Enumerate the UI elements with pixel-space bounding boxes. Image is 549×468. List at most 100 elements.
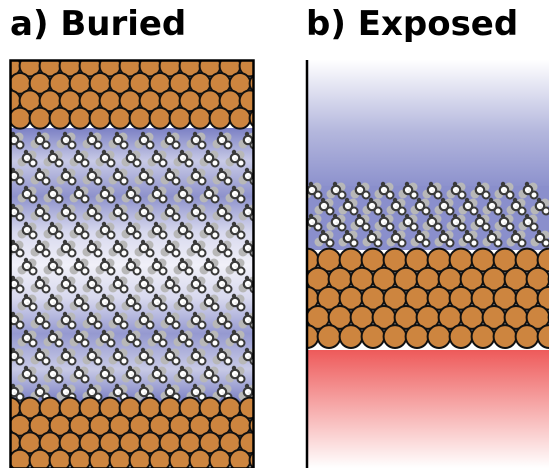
molecule-atom-dark <box>54 230 64 240</box>
molecule-atom-small <box>10 383 16 389</box>
molecule-atom-dark <box>145 320 155 330</box>
copper-atom <box>148 106 172 130</box>
molecule-atom-small <box>356 213 362 219</box>
molecule-atom-hydrogen <box>65 211 69 215</box>
molecule-atom-hydrogen <box>195 355 199 359</box>
molecule-atom-hydrogen <box>78 229 82 233</box>
molecule-atom-dark <box>158 266 168 276</box>
molecule-atom-hydrogen <box>182 157 186 161</box>
molecule-atom-hydrogen <box>130 229 134 233</box>
molecule-atom-small <box>62 275 68 281</box>
molecule-atom-small <box>464 229 470 235</box>
molecule-atom-hydrogen <box>347 205 351 209</box>
copper-atom <box>148 448 172 468</box>
molecule-atom-dark <box>223 248 233 258</box>
molecule-atom-hydrogen <box>52 193 56 197</box>
molecule-atom-dark <box>80 266 90 276</box>
molecule-atom-hydrogen <box>347 237 351 241</box>
molecule-atom-dark <box>223 176 233 186</box>
molecule-atom-small <box>10 131 16 137</box>
molecule-atom-dark <box>325 238 335 248</box>
molecule-atom-small <box>166 167 172 173</box>
molecule-atom-dark <box>145 356 155 366</box>
molecule-atom-small <box>179 185 185 191</box>
molecule-atom-hydrogen <box>39 247 43 251</box>
molecule-atom-hydrogen <box>156 301 160 305</box>
molecule-atom-small <box>140 347 146 353</box>
molecule-atom-hydrogen <box>91 139 95 143</box>
molecule-atom-small <box>218 347 224 353</box>
molecule-atom-dark <box>28 266 38 276</box>
molecule-atom-hydrogen <box>13 391 17 395</box>
molecule-atom-dark <box>421 238 431 248</box>
molecule-atom-dark <box>529 222 539 232</box>
molecule-atom-small <box>428 213 434 219</box>
molecule-atom-small <box>205 257 211 263</box>
molecule-atom-hydrogen <box>311 221 315 225</box>
molecule-atom-hydrogen <box>13 211 17 215</box>
molecule-atom-dark <box>15 140 25 150</box>
molecule-atom-small <box>231 329 237 335</box>
copper-atom <box>448 324 474 349</box>
molecule-atom-hydrogen <box>104 157 108 161</box>
molecule-atom-hydrogen <box>479 221 483 225</box>
molecule-atom-small <box>179 365 185 371</box>
molecule-atom-small <box>488 197 494 203</box>
molecule-atom-hydrogen <box>104 337 108 341</box>
molecule-atom-dark <box>469 206 479 216</box>
molecule-atom-small <box>392 197 398 203</box>
molecule-atom-small <box>500 213 506 219</box>
molecule-atom-small <box>23 257 29 263</box>
molecule-atom-hydrogen <box>52 229 56 233</box>
molecule-atom-hydrogen <box>221 247 225 251</box>
molecule-atom-dark <box>210 302 220 312</box>
molecule-atom-hydrogen <box>431 221 435 225</box>
copper-atom <box>10 112 12 124</box>
molecule-atom-hydrogen <box>335 189 339 193</box>
molecule-atom-hydrogen <box>195 283 199 287</box>
molecule-atom-hydrogen <box>383 221 387 225</box>
molecule-atom-hydrogen <box>169 247 173 251</box>
molecule-atom-small <box>127 185 133 191</box>
molecule-atom-hydrogen <box>221 391 225 395</box>
molecule-atom-dark <box>41 356 51 366</box>
molecule-atom-small <box>244 167 250 173</box>
molecule-atom-dark <box>93 140 103 150</box>
molecule-atom-dark <box>171 212 181 222</box>
molecule-atom-hydrogen <box>26 157 30 161</box>
copper-atom <box>274 249 297 272</box>
buried-bottom-copper-slab <box>10 396 254 468</box>
molecule-atom-dark <box>28 230 38 240</box>
copper-atom <box>88 448 112 468</box>
molecule-atom-dark <box>184 374 194 384</box>
copper-atom <box>188 448 212 468</box>
molecule-atom-hydrogen <box>91 211 95 215</box>
molecule-atom-small <box>231 257 237 263</box>
molecule-atom-dark <box>457 222 467 232</box>
molecule-atom-small <box>75 293 81 299</box>
copper-atom <box>338 324 364 349</box>
molecule-atom-small <box>62 239 68 245</box>
molecule-atom-hydrogen <box>182 229 186 233</box>
molecule-atom-small <box>49 329 55 335</box>
molecule-atom-dark <box>158 230 168 240</box>
molecule-atom-dark <box>184 266 194 276</box>
molecule-atom-dark <box>197 284 207 294</box>
molecule-atom-dark <box>361 190 371 200</box>
molecule-atom-hydrogen <box>195 247 199 251</box>
molecule-atom-hydrogen <box>91 283 95 287</box>
molecule-atom-hydrogen <box>539 205 543 209</box>
molecule-atom-dark <box>93 212 103 222</box>
molecule-atom-dark <box>505 222 515 232</box>
molecule-atom-hydrogen <box>130 265 134 269</box>
molecule-atom-hydrogen <box>221 355 225 359</box>
molecule-atom-hydrogen <box>208 373 212 377</box>
molecule-atom-dark <box>132 194 142 204</box>
molecule-atom-dark <box>93 284 103 294</box>
molecule-atom-dark <box>517 206 527 216</box>
molecule-atom-hydrogen <box>65 283 69 287</box>
molecule-atom-hydrogen <box>247 175 251 179</box>
molecule-atom-dark <box>145 176 155 186</box>
molecule-atom-hydrogen <box>195 139 199 143</box>
molecule-atom-hydrogen <box>323 237 327 241</box>
